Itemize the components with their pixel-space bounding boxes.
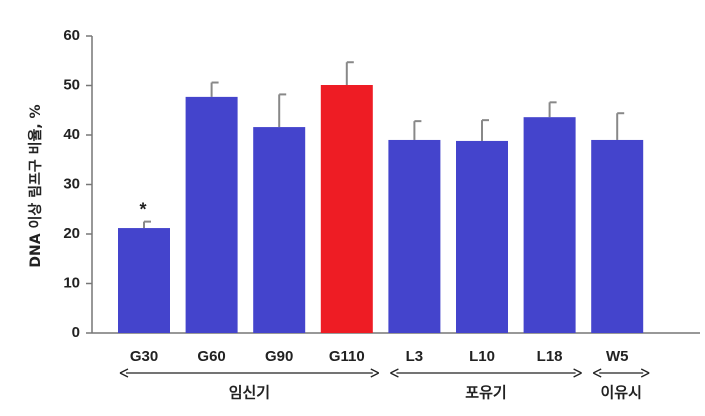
x-tick-label: L10 [469, 348, 495, 365]
x-tick-label: W5 [606, 348, 629, 365]
bar [456, 140, 508, 333]
bar [388, 139, 441, 333]
bar [185, 96, 238, 333]
group-label: 이유시 [600, 384, 641, 402]
x-tick-label: G30 [130, 348, 158, 365]
y-axis-label: DNA 이상 림프구 비율, % [27, 104, 44, 267]
x-tick-label: G90 [265, 348, 293, 365]
group-arrow-head-left [390, 368, 399, 378]
group-arrow-head-right [573, 368, 582, 378]
y-tick-label: 30 [63, 175, 80, 192]
bar [523, 117, 576, 334]
bar [591, 139, 644, 333]
group-arrow-head-left [119, 368, 129, 378]
y-tick-label: 20 [63, 225, 80, 242]
y-tick-label: 50 [63, 76, 80, 93]
x-tick-label: G60 [197, 348, 225, 365]
y-tick-label: 60 [63, 27, 80, 44]
group-arrow-head-right [370, 368, 380, 378]
group-label: 임신기 [229, 384, 270, 402]
bar [320, 85, 373, 333]
x-tick-label: L18 [537, 348, 563, 365]
bar [118, 228, 170, 333]
group-arrow-head-right [640, 368, 650, 378]
y-tick-label: 10 [63, 274, 80, 291]
x-tick-label: G110 [329, 348, 365, 365]
group-label: 포유기 [465, 384, 506, 402]
y-tick-label: 40 [63, 126, 80, 143]
y-tick-label: 0 [72, 324, 80, 341]
x-tick-label: L3 [406, 348, 424, 365]
group-arrow-head-left [592, 368, 602, 378]
bar [253, 127, 306, 333]
significance-annotation: * [139, 200, 146, 220]
